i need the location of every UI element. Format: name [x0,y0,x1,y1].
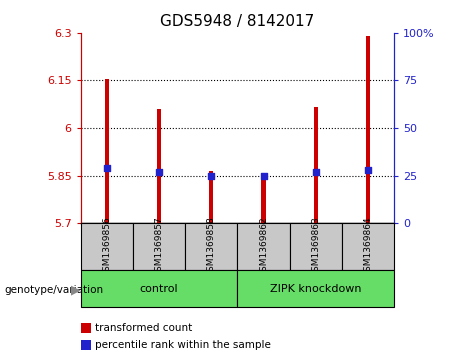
Text: genotype/variation: genotype/variation [5,285,104,295]
Bar [81,270,237,307]
Point [312,169,319,175]
Bar [290,223,342,270]
Bar [237,223,290,270]
Bar [81,223,133,270]
Point [260,173,267,179]
Text: GSM1369856: GSM1369856 [102,216,111,277]
Text: GSM1369863: GSM1369863 [311,216,320,277]
Bar [133,223,185,270]
Bar [313,107,318,223]
Text: GSM1369862: GSM1369862 [259,216,268,277]
Bar [261,177,266,223]
Point [207,173,215,179]
Text: GSM1369857: GSM1369857 [154,216,164,277]
Text: GSM1369864: GSM1369864 [364,216,372,277]
Text: ▶: ▶ [71,284,81,297]
Bar [185,223,237,270]
Title: GDS5948 / 8142017: GDS5948 / 8142017 [160,14,314,29]
Text: transformed count: transformed count [95,323,192,333]
Text: control: control [140,284,178,294]
Bar [105,79,109,223]
Bar [366,36,370,223]
Text: percentile rank within the sample: percentile rank within the sample [95,340,271,350]
Point [364,167,372,173]
Point [103,165,111,171]
Text: ZIPK knockdown: ZIPK knockdown [270,284,361,294]
Bar [157,109,161,223]
Text: GSM1369858: GSM1369858 [207,216,216,277]
Bar [342,223,394,270]
Bar [237,270,394,307]
Bar [209,171,213,223]
Point [155,169,163,175]
